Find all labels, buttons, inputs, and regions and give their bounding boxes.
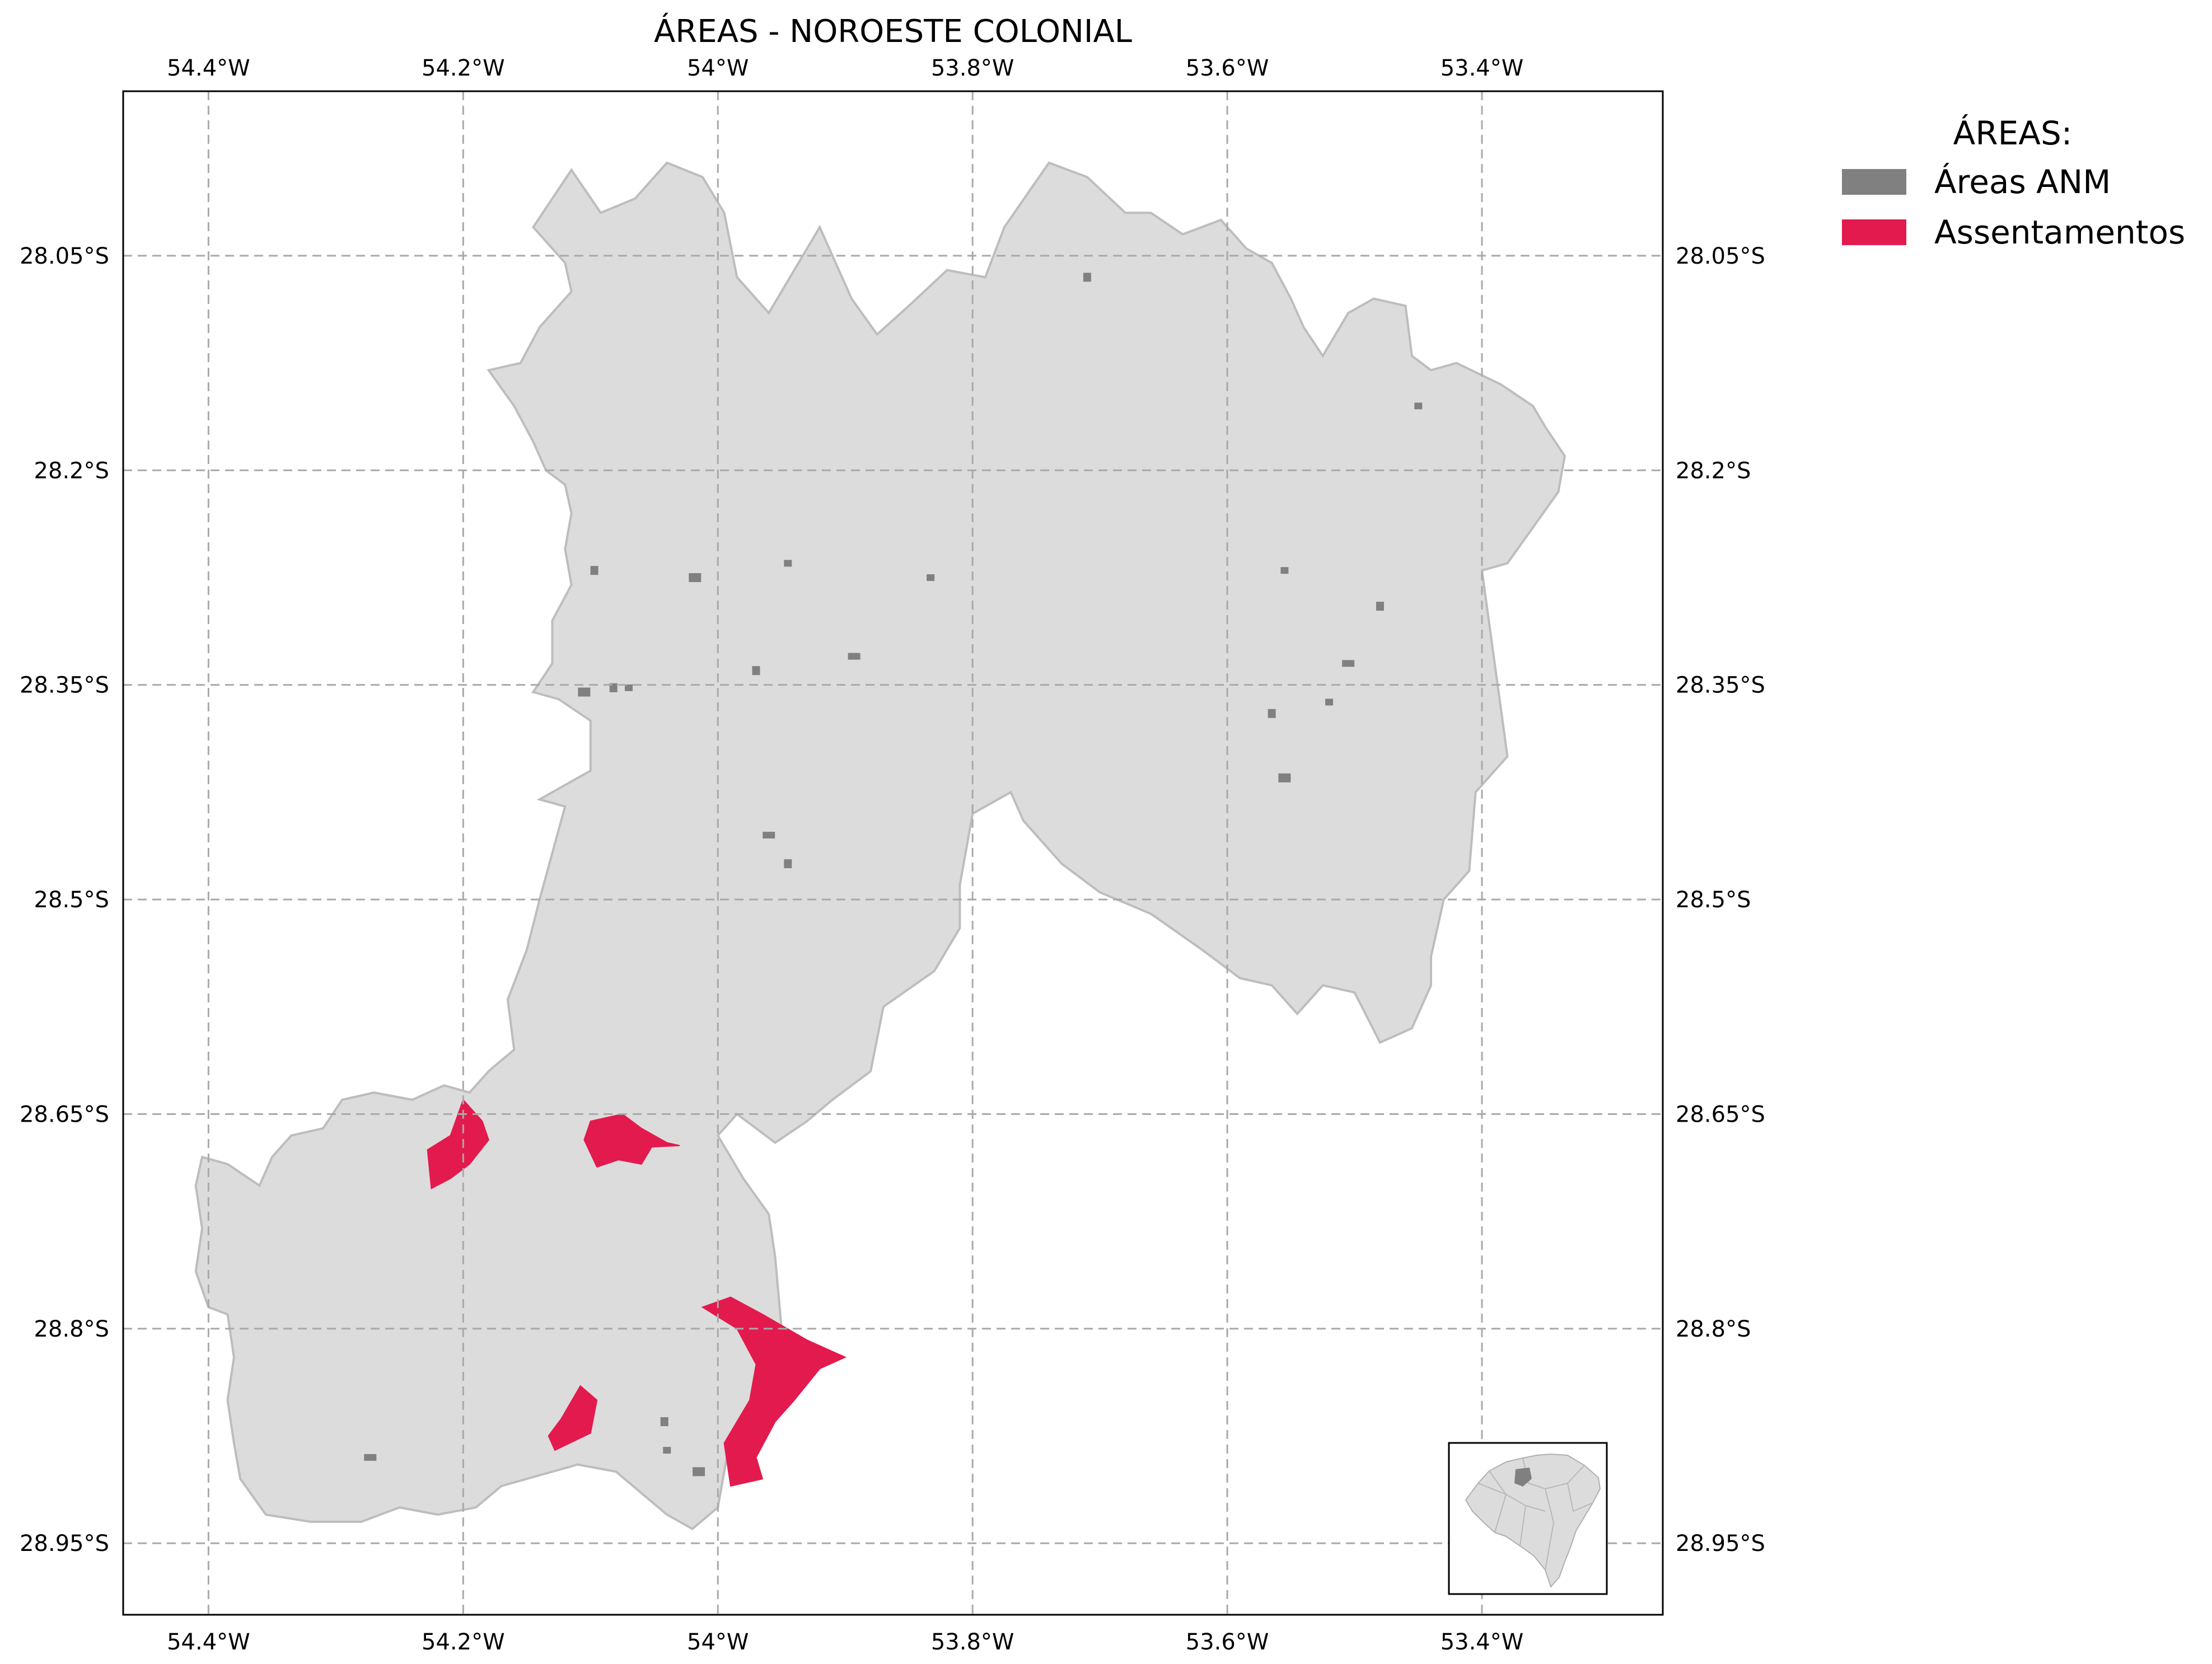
y-tick-label-right: 28.5°S	[1676, 887, 1751, 913]
legend-swatch-areas-anm	[1842, 169, 1906, 195]
assentamento-area	[583, 1113, 680, 1168]
y-tick-label-right: 28.95°S	[1676, 1531, 1765, 1557]
y-tick-label-right: 28.2°S	[1676, 458, 1751, 484]
anm-area	[1268, 709, 1276, 718]
y-tick-label-left: 28.8°S	[34, 1316, 109, 1342]
x-tick-label-top: 53.8°W	[931, 55, 1014, 81]
anm-area	[1414, 402, 1423, 410]
anm-area	[689, 573, 702, 582]
x-tick-label-bottom: 53.6°W	[1186, 1629, 1269, 1655]
x-tick-label-top: 54.2°W	[422, 55, 505, 81]
legend-label-assentamentos: Assentamentos	[1934, 213, 2185, 251]
anm-area	[1278, 773, 1291, 782]
map-plot-area: 54.4°W 54.4°W 54.2°W 54.2°W 54°W 54°W 53.8°W 53…	[20, 55, 1765, 1655]
assentamento-area	[548, 1385, 598, 1451]
anm-areas-layer	[364, 273, 1423, 1476]
tick-labels: 54.4°W 54.4°W 54.2°W 54.2°W 54°W 54°W 53.8°W 53…	[20, 55, 1765, 1655]
anm-area	[578, 687, 591, 697]
x-tick-label-bottom: 54.2°W	[422, 1629, 505, 1655]
legend: ÁREAS: Áreas ANM Assentamentos	[1842, 114, 2185, 251]
x-tick-label-bottom: 54.4°W	[167, 1629, 250, 1655]
anm-area	[364, 1454, 377, 1461]
inset-state-shape	[1465, 1453, 1601, 1588]
x-tick-label-bottom: 53.4°W	[1441, 1629, 1524, 1655]
anm-area	[848, 653, 861, 660]
y-tick-label-left: 28.35°S	[20, 673, 109, 699]
y-tick-label-left: 28.05°S	[20, 243, 109, 269]
inset-locator-map	[1448, 1442, 1608, 1595]
anm-area	[660, 1417, 668, 1426]
y-tick-label-left: 28.2°S	[34, 458, 109, 484]
x-tick-label-top: 54.4°W	[167, 55, 250, 81]
y-tick-label-right: 28.35°S	[1676, 673, 1765, 699]
plot-frame	[122, 90, 1664, 1616]
anm-area	[1280, 567, 1289, 574]
x-tick-label-bottom: 54°W	[687, 1629, 749, 1655]
y-tick-label-left: 28.95°S	[20, 1531, 109, 1557]
assentamento-area	[427, 1098, 489, 1189]
x-tick-label-bottom: 53.8°W	[931, 1629, 1014, 1655]
inset-internal-borders	[1477, 1457, 1593, 1571]
gridlines	[123, 91, 1663, 1615]
anm-area	[1325, 699, 1334, 706]
x-tick-label-top: 53.4°W	[1441, 55, 1524, 81]
y-tick-label-left: 28.5°S	[34, 887, 109, 913]
y-tick-label-right: 28.65°S	[1676, 1101, 1765, 1127]
anm-area	[590, 566, 598, 575]
y-tick-label-left: 28.65°S	[20, 1101, 109, 1127]
anm-area	[752, 666, 760, 676]
anm-area	[625, 684, 633, 691]
assentamento-area	[701, 1296, 847, 1487]
x-tick-label-top: 53.6°W	[1186, 55, 1269, 81]
y-tick-label-right: 28.05°S	[1676, 243, 1765, 269]
anm-area	[1083, 273, 1091, 282]
legend-label-areas-anm: Áreas ANM	[1934, 162, 2111, 201]
y-tick-label-right: 28.8°S	[1676, 1316, 1751, 1342]
legend-swatch-assentamentos	[1842, 219, 1906, 245]
legend-title: ÁREAS:	[1953, 114, 2073, 152]
assentamentos-layer	[427, 1098, 847, 1487]
anm-area	[763, 832, 775, 839]
anm-area	[1342, 660, 1355, 667]
anm-area	[784, 560, 792, 567]
anm-area	[693, 1467, 705, 1476]
anm-area	[784, 859, 792, 869]
anm-area	[927, 574, 935, 581]
anm-area	[663, 1447, 671, 1454]
inset-highlight-region	[1514, 1468, 1532, 1487]
x-tick-label-top: 54°W	[687, 55, 749, 81]
anm-area	[1376, 602, 1384, 611]
noroeste-colonial-region	[194, 161, 1566, 1531]
map-title: ÁREAS - NOROESTE COLONIAL	[654, 13, 1132, 50]
